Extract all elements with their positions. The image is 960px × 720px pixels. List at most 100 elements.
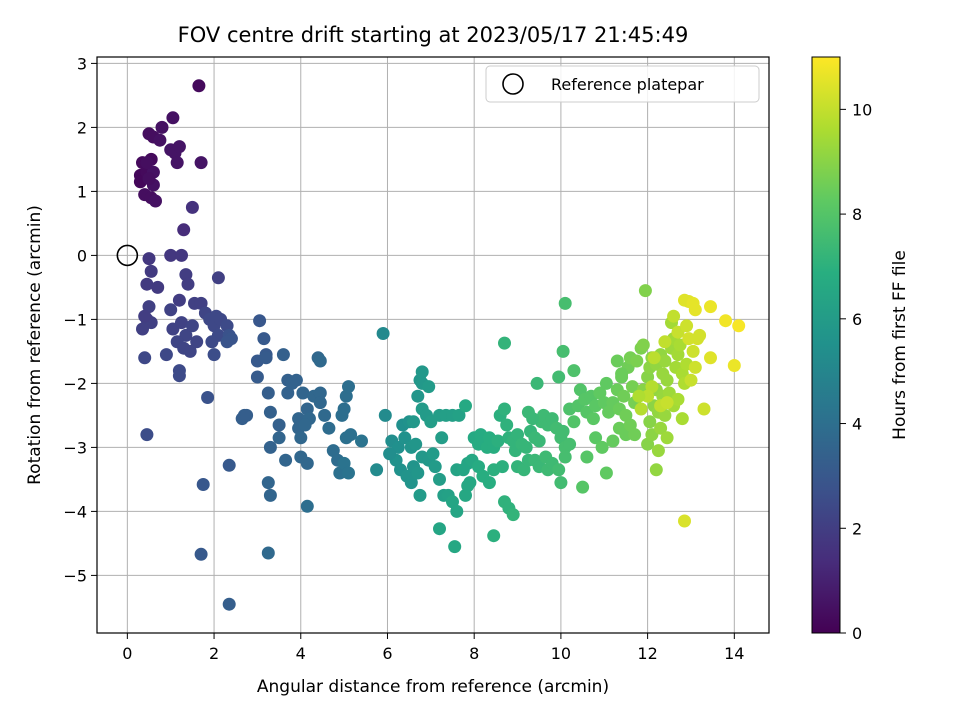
data-point [272, 418, 286, 432]
data-point [459, 399, 472, 413]
data-point [675, 412, 689, 426]
data-point [632, 389, 646, 403]
data-point [686, 344, 700, 358]
data-point [526, 412, 540, 426]
data-point [688, 303, 702, 317]
data-point [196, 478, 210, 491]
data-point [450, 504, 464, 518]
data-point [491, 434, 505, 448]
data-point [506, 508, 520, 522]
data-point [289, 373, 303, 387]
x-tick-label: 4 [296, 644, 306, 663]
colorbar-tick-label: 0 [852, 624, 862, 643]
data-point [164, 248, 178, 262]
data-point [719, 314, 733, 328]
data-point [313, 386, 327, 400]
data-point [727, 359, 741, 372]
colorbar-gradient [811, 56, 841, 634]
data-point [337, 402, 351, 416]
legend: Reference platepar [485, 65, 760, 103]
x-axis-ticks: 0 2 4 6 8 10 12 14 [122, 633, 744, 663]
data-point [617, 389, 631, 403]
data-point [448, 540, 462, 554]
data-point [495, 460, 509, 474]
data-point [411, 389, 425, 403]
data-point [318, 408, 332, 422]
data-point [257, 332, 271, 346]
data-point [552, 370, 566, 384]
data-point [586, 412, 600, 426]
data-point [610, 354, 624, 368]
data-point [155, 120, 169, 134]
x-tick-label: 6 [382, 644, 392, 663]
data-point [300, 456, 314, 470]
data-point [378, 408, 392, 422]
data-point [654, 421, 668, 435]
data-point [170, 156, 184, 170]
data-point [643, 415, 657, 429]
y-axis-label: Rotation from reference (arcmin) [25, 205, 45, 485]
data-point [651, 444, 665, 458]
data-point [498, 336, 511, 350]
data-point [153, 133, 167, 147]
x-tick-label: 2 [209, 644, 219, 663]
colorbar: 0 2 4 6 8 10 Hours from first FF file [811, 56, 910, 643]
data-point [194, 547, 208, 561]
data-point [175, 248, 188, 262]
data-point [250, 370, 264, 384]
data-point [688, 360, 702, 374]
data-point [342, 380, 355, 394]
data-point [261, 546, 275, 560]
colorbar-tick-label: 2 [852, 519, 862, 538]
data-points [133, 79, 746, 611]
data-point [138, 351, 152, 365]
chart-title: FOV centre drift starting at 2023/05/17 … [178, 23, 689, 47]
x-tick-label: 10 [551, 644, 571, 663]
data-point [415, 365, 429, 379]
data-point [181, 277, 195, 291]
data-point [211, 271, 225, 285]
colorbar-tick-label: 6 [852, 310, 862, 329]
data-point [606, 434, 620, 448]
data-point [732, 319, 746, 333]
data-point [658, 335, 672, 349]
data-point [680, 319, 694, 333]
data-point [138, 309, 152, 323]
y-tick-label: 1 [77, 182, 87, 201]
data-point [259, 351, 273, 365]
data-point [183, 344, 197, 358]
data-point [398, 431, 412, 445]
data-point [222, 458, 236, 472]
data-point [263, 440, 277, 454]
data-point [576, 480, 590, 494]
data-point [261, 386, 275, 400]
data-point [272, 431, 286, 445]
data-point [599, 466, 613, 480]
data-point [263, 488, 277, 502]
data-point [376, 327, 390, 340]
data-point [177, 223, 191, 237]
data-point [144, 264, 158, 278]
legend-label: Reference platepar [551, 75, 704, 94]
data-point [298, 418, 312, 432]
data-point [433, 522, 446, 536]
legend-marker [502, 73, 524, 95]
data-point [140, 277, 154, 291]
data-point [647, 351, 661, 365]
data-point [322, 421, 336, 435]
data-point [426, 447, 440, 461]
data-point [151, 280, 165, 294]
data-point [207, 348, 221, 362]
data-point [563, 437, 577, 451]
data-point [554, 476, 568, 490]
data-point [344, 428, 358, 442]
data-point [263, 405, 277, 419]
data-point [704, 300, 717, 314]
data-point [253, 314, 267, 328]
y-tick-label: −5 [63, 566, 87, 585]
data-point [409, 437, 423, 451]
data-point [638, 284, 652, 298]
data-point [433, 472, 446, 486]
data-point [461, 479, 475, 493]
